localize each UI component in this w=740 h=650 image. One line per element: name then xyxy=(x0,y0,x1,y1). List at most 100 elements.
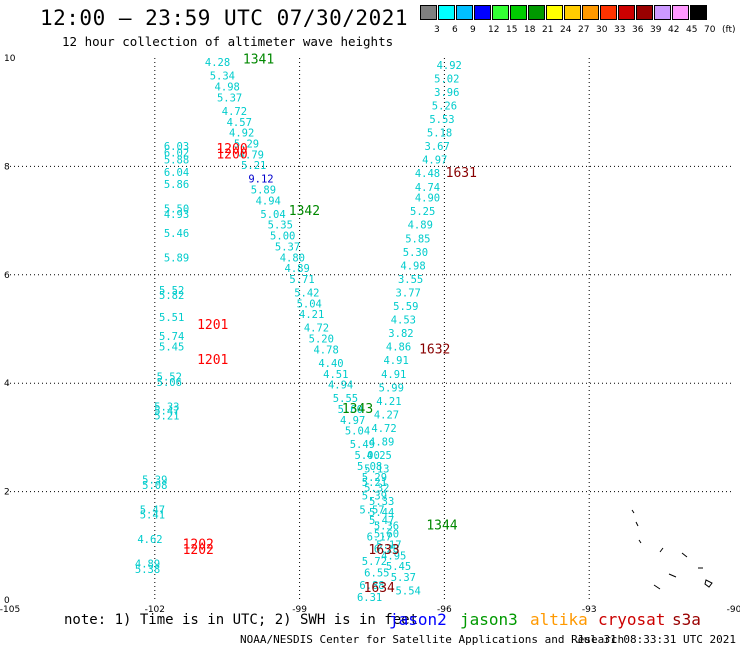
wave-height-label: 5.20 xyxy=(309,334,334,346)
legend-jason2: jason2 xyxy=(389,610,447,629)
pass-time-label: 1634 xyxy=(364,581,395,596)
wave-height-label: 4.97 xyxy=(340,415,365,427)
page-title: 12:00 — 23:59 UTC 07/30/2021 xyxy=(40,6,409,30)
wave-height-label: 5.08 xyxy=(357,461,382,473)
wave-height-label: 5.13 xyxy=(364,464,389,476)
wave-height-label: 3.67 xyxy=(425,141,450,153)
wave-height-label: 5.37 xyxy=(391,572,416,584)
wave-height-label: 4.21 xyxy=(299,309,324,321)
wave-height-label: 5.47 xyxy=(140,504,165,516)
wave-height-label: 5.29 xyxy=(362,472,387,484)
wave-height-label: 5.44 xyxy=(369,507,394,519)
wave-height-label: 4.89 xyxy=(135,558,160,570)
wave-height-label: 4.98 xyxy=(215,82,240,94)
scale-label: 24 xyxy=(560,25,572,35)
wave-height-label: 6.04 xyxy=(164,167,189,179)
wave-height-label: 4.80 xyxy=(280,252,305,264)
pass-time-label: 1631 xyxy=(446,166,477,181)
wave-height-label: 6.55 xyxy=(364,568,389,580)
axis-tick-labels: -105 -102 -99 -96 -93 -90 0 2 4 6 8 10 xyxy=(0,54,740,615)
scale-swatch xyxy=(690,5,707,20)
y-tick-label: 6 xyxy=(4,271,10,281)
scale-label: 42 xyxy=(668,25,680,35)
scale-label: 3 xyxy=(434,25,440,35)
scale-swatch xyxy=(636,5,653,20)
y-tick-label: 2 xyxy=(4,488,10,498)
wave-height-label: 5.38 xyxy=(135,564,160,576)
pass-time-label: 1202 xyxy=(183,538,214,553)
wave-height-label: 5.29 xyxy=(234,138,259,150)
wave-height-label: 3.96 xyxy=(434,87,459,99)
wave-height-label: 4.89 xyxy=(369,437,394,449)
scale-swatch xyxy=(528,5,545,20)
legend-cryosat: cryosat xyxy=(598,610,666,629)
legend-jason3: jason3 xyxy=(460,610,518,629)
scale-swatch xyxy=(654,5,671,20)
scale-label: 21 xyxy=(542,25,554,35)
y-tick-label: 4 xyxy=(4,379,10,389)
wave-height-label: 5.04 xyxy=(297,298,322,310)
wave-height-label: 5.21 xyxy=(362,477,387,489)
scale-label: 36 xyxy=(632,25,644,35)
scale-label: 30 xyxy=(596,25,608,35)
wave-height-label: 3.77 xyxy=(396,287,421,299)
wave-height-label: 5.00 xyxy=(355,450,380,462)
scale-swatch xyxy=(438,5,455,20)
scale-label: 27 xyxy=(578,25,590,35)
wave-height-label: 4.72 xyxy=(222,106,247,118)
pass-time-label: 1200 xyxy=(216,147,247,162)
scale-label: 70 xyxy=(704,25,716,35)
scale-label: 45 xyxy=(686,25,698,35)
scale-label: (ft) xyxy=(722,25,736,35)
wave-height-label: 4.91 xyxy=(381,369,406,381)
scale-swatch xyxy=(582,5,599,20)
observation-labels: 4.285.344.985.374.724.574.925.294.795.21… xyxy=(135,57,462,604)
wave-height-label: 6.31 xyxy=(357,592,382,604)
wave-height-label: 3.82 xyxy=(388,328,413,340)
wave-height-label: 5.54 xyxy=(396,586,421,598)
wave-height-label: 5.21 xyxy=(241,160,266,172)
x-tick-label: -93 xyxy=(582,605,597,615)
pass-time-label: 1344 xyxy=(426,519,457,534)
x-tick-label: -96 xyxy=(437,605,452,615)
scale-swatch xyxy=(510,5,527,20)
wave-height-label: 6.28 xyxy=(374,543,399,555)
wave-height-label: 5.25 xyxy=(410,206,435,218)
wave-height-label: 5.39 xyxy=(362,491,387,503)
wave-height-label: 5.99 xyxy=(379,382,404,394)
wave-height-label: 5.57 xyxy=(359,504,384,516)
wave-height-label: 5.36 xyxy=(374,521,399,533)
wave-height-label: 5.49 xyxy=(350,439,375,451)
grid-lines xyxy=(10,58,734,600)
wave-height-label: 4.94 xyxy=(256,195,281,207)
wave-height-label: 4.48 xyxy=(415,168,440,180)
wave-height-label: 5.18 xyxy=(427,128,452,140)
wave-height-label: 4.98 xyxy=(400,260,425,272)
wave-height-label: 3.55 xyxy=(398,274,423,286)
pass-time-label: 1201 xyxy=(197,318,228,333)
coastline-path xyxy=(631,509,713,590)
scale-swatch xyxy=(474,5,491,20)
wave-height-label: 9.12 xyxy=(248,174,273,186)
wave-height-label: 5.82 xyxy=(159,290,184,302)
y-tick-label: 10 xyxy=(4,54,16,64)
wave-height-label: 5.37 xyxy=(217,92,242,104)
wave-height-label: 6.03 xyxy=(164,141,189,153)
wave-height-label: 5.26 xyxy=(432,100,457,112)
wave-height-label: 5.32 xyxy=(364,483,389,495)
scale-label: 15 xyxy=(506,25,518,35)
wave-height-label: 5.59 xyxy=(393,301,418,313)
wave-height-label: 5.89 xyxy=(251,185,276,197)
scale-label: 33 xyxy=(614,25,626,35)
wave-height-label: 4.86 xyxy=(386,342,411,354)
wave-height-label: 4.92 xyxy=(437,60,462,72)
wave-height-label: 5.47 xyxy=(154,406,179,418)
wave-height-label: 4.72 xyxy=(304,323,329,335)
scale-label: 12 xyxy=(488,25,500,35)
wave-height-label: 4.94 xyxy=(328,380,353,392)
wave-height-label: 6.17 xyxy=(367,531,392,543)
wave-height-label: 5.00 xyxy=(270,231,295,243)
wave-height-label: 5.37 xyxy=(275,241,300,253)
wave-height-label: 4.89 xyxy=(285,263,310,275)
